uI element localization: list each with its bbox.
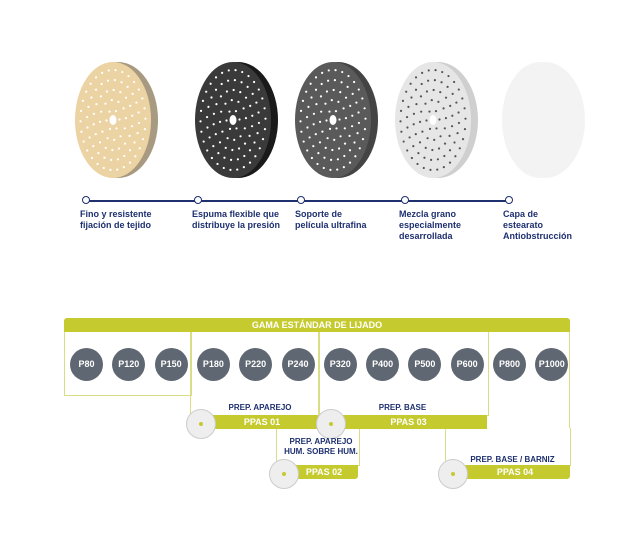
grit-disc-p150[interactable]: P150 [154,348,188,381]
feature-label: Fino y resistente fijación de tejido [80,209,152,230]
product-use: PREP. BASE / BARNIZ [470,455,555,464]
product-use: PREP. APAREJO HUM. SOBRE HUM. [284,437,358,456]
timeline-dot [194,196,202,204]
feature-label: Soporte de película ultrafina [295,209,367,230]
divider [569,332,570,428]
range-header: GAMA ESTÁNDAR DE LIJADO [64,318,570,332]
feature-label: Capa de estearato Antiobstrucción [503,209,572,241]
disc-icon [316,409,346,439]
timeline-dot [401,196,409,204]
grit-disc-p500[interactable]: P500 [408,348,442,381]
disc-layer [502,62,585,178]
product-use: PREP. BASE [378,403,427,412]
group-box [64,332,192,396]
grit-disc-p220[interactable]: P220 [239,348,273,381]
grit-disc-p400[interactable]: P400 [366,348,400,381]
grit-disc-p600[interactable]: P600 [450,348,484,381]
product-ppas02[interactable]: PPAS 02 [290,465,358,479]
feature-label: Espuma flexible que distribuye la presió… [192,209,281,230]
disc-layer [395,62,478,178]
disc-icon [269,459,299,489]
disc-icon [186,409,216,439]
timeline-dot [82,196,90,204]
grit-disc-p80[interactable]: P80 [70,348,103,381]
sanding-disc-layers [75,62,585,178]
grit-disc-p800[interactable]: P800 [493,348,526,381]
timeline-dot [505,196,513,204]
grit-disc-p180[interactable]: P180 [196,348,230,381]
grit-disc-p320[interactable]: P320 [323,348,357,381]
timeline-dot [297,196,305,204]
grit-disc-p240[interactable]: P240 [281,348,315,381]
disc-layer [75,62,158,178]
disc-layer [295,62,378,178]
product-ppas04[interactable]: PPAS 04 [460,465,570,479]
product-ppas01[interactable]: PPAS 01 [206,415,318,429]
feature-label: Mezcla grano especialmente desarrollada [399,209,462,241]
grit-disc-p120[interactable]: P120 [112,348,146,381]
disc-icon [438,459,468,489]
product-ppas03[interactable]: PPAS 03 [330,415,487,429]
disc-layer [195,62,278,178]
grit-disc-p1000[interactable]: P1000 [535,348,569,381]
product-use: PREP. APAREJO [228,403,292,412]
